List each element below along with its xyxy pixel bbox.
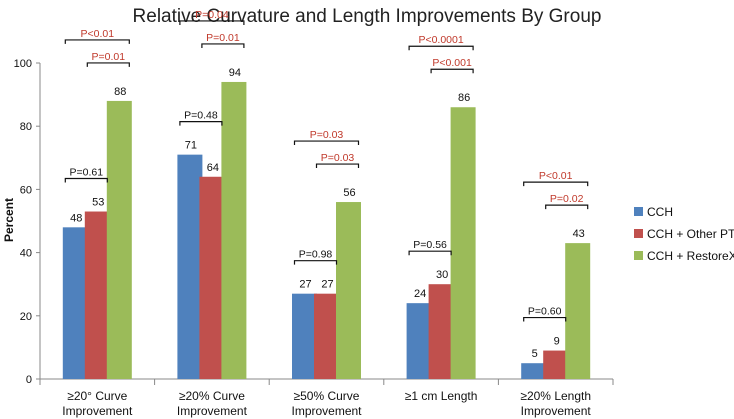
y-tick-label: 100 <box>14 58 32 70</box>
p-value-label: P=0.60 <box>528 306 562 318</box>
x-tick-label: Improvement <box>291 404 362 418</box>
data-label: 9 <box>554 336 560 348</box>
bar <box>292 293 317 379</box>
legend-label: CCH <box>647 205 673 219</box>
y-tick-label: 20 <box>20 311 32 323</box>
p-value-label: P=0.03 <box>321 152 355 164</box>
bar <box>314 293 339 379</box>
x-tick-label: ≥20% Curve <box>179 389 245 403</box>
legend: CCH CCH + Other PTT CCH + RestoreX <box>634 205 734 263</box>
p-value-label: P=0.01 <box>92 51 126 63</box>
data-label: 53 <box>92 197 104 209</box>
p-value-label: P<0.01 <box>539 170 573 182</box>
significance-bracket <box>64 39 130 44</box>
bar <box>62 227 88 379</box>
bar <box>543 350 569 379</box>
legend-label: CCH + RestoreX <box>647 249 734 263</box>
chart-title: Relative Curvature and Length Improvemen… <box>133 6 602 27</box>
bar <box>84 211 110 379</box>
p-value-label: P<0.01 <box>81 28 115 40</box>
bar <box>428 284 454 379</box>
legend-swatch <box>634 251 643 260</box>
x-tick-label: Improvement <box>521 404 592 418</box>
bar <box>177 154 203 379</box>
y-tick-label: 80 <box>20 121 32 133</box>
p-value-label: P=0.01 <box>206 32 240 44</box>
p-value-label: P=0.48 <box>184 110 218 122</box>
data-label: 86 <box>458 92 470 104</box>
significance-bracket <box>86 62 130 67</box>
p-value-label: P=0.02 <box>550 193 584 205</box>
data-label: 56 <box>343 187 355 199</box>
legend-swatch <box>634 207 643 216</box>
p-value-label: P=0.03 <box>310 129 344 141</box>
significance-bracket <box>179 121 223 126</box>
significance-bracket <box>64 177 108 183</box>
bar <box>221 81 247 380</box>
bar <box>406 303 432 379</box>
significance-bracket <box>430 68 474 74</box>
significance-bracket <box>523 181 589 187</box>
data-label: 30 <box>436 269 448 281</box>
data-label: 71 <box>185 140 197 152</box>
x-tick-label: ≥50% Curve <box>294 389 360 403</box>
data-label: 27 <box>321 279 333 291</box>
significance-bracket <box>293 140 360 146</box>
bar <box>521 363 547 379</box>
data-label: 43 <box>573 228 585 240</box>
significance-bracket <box>408 250 452 256</box>
significance-bracket <box>315 163 360 169</box>
bar <box>565 243 591 379</box>
legend-label: CCH + Other PTT <box>647 227 734 241</box>
significance-bracket <box>408 45 474 51</box>
p-value-label: P=0.56 <box>413 239 447 251</box>
y-axis-label: Percent <box>2 198 16 242</box>
legend-swatch <box>634 229 643 238</box>
significance-bracket <box>201 43 245 48</box>
p-value-label: P<0.0001 <box>418 34 463 46</box>
x-tick-label: ≥1 cm Length <box>405 389 478 403</box>
data-label: 24 <box>414 288 426 300</box>
significance-bracket <box>545 204 589 210</box>
data-label: 64 <box>207 162 219 174</box>
significance-bracket <box>523 316 567 322</box>
data-label: 27 <box>299 279 311 291</box>
p-value-label: P<0.001 <box>432 57 472 69</box>
data-label: 48 <box>70 212 82 224</box>
significance-bracket <box>293 260 338 265</box>
x-tick-label: Improvement <box>62 404 133 418</box>
p-value-label: P=0.04 <box>195 9 229 21</box>
bar <box>336 202 361 379</box>
x-tick-label: ≥20° Curve <box>67 389 127 403</box>
bar <box>450 107 476 380</box>
data-label: 88 <box>114 86 126 98</box>
p-value-label: P=0.98 <box>299 249 333 261</box>
bar <box>199 176 225 379</box>
significance-bracket <box>179 20 245 25</box>
data-label: 5 <box>532 348 538 360</box>
x-tick-label: Improvement <box>177 404 248 418</box>
bar <box>106 100 132 380</box>
y-tick-label: 60 <box>20 184 32 196</box>
data-label: 94 <box>229 67 241 79</box>
p-value-label: P=0.61 <box>70 167 104 179</box>
y-tick-label: 40 <box>20 248 32 260</box>
x-tick-label: ≥20% Length <box>520 389 591 403</box>
y-tick-label: 0 <box>26 374 32 386</box>
